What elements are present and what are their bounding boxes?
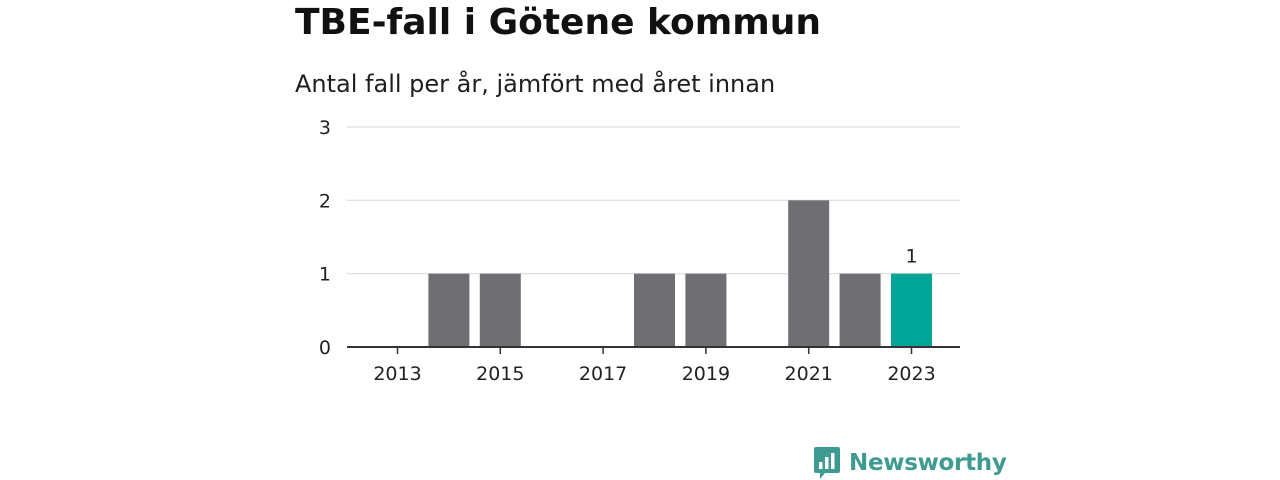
- bar-2018: [634, 273, 675, 347]
- bar-2015: [479, 273, 521, 347]
- x-tick-label: 2017: [579, 363, 627, 385]
- x-tick-label: 2019: [682, 363, 730, 385]
- chart-title: TBE-fall i Götene kommun: [295, 2, 822, 43]
- y-tick-label: 3: [319, 117, 331, 139]
- bar-chart-bubble-icon: [814, 447, 840, 479]
- bar-chart: 0 1 2 3 1 2013 2015 2017 2019 2021 2023: [319, 117, 960, 385]
- bar-2022: [839, 273, 881, 347]
- newsworthy-logo: Newsworthy: [813, 446, 1007, 480]
- bar-2019: [685, 273, 727, 347]
- y-tick-label: 1: [319, 264, 331, 286]
- x-tick-label: 2013: [373, 363, 421, 385]
- data-label: 1: [905, 246, 917, 268]
- y-tick-label: 2: [319, 190, 331, 212]
- x-tick-label: 2023: [887, 363, 935, 385]
- y-tick-label: 0: [319, 337, 331, 359]
- brand-name: Newsworthy: [849, 450, 1007, 476]
- chart-subtitle: Antal fall per år, jämfört med året inna…: [295, 70, 776, 98]
- bar-2021: [788, 200, 830, 347]
- bar-2023: [891, 273, 932, 347]
- bar-2014: [428, 273, 470, 347]
- x-tick-label: 2015: [476, 363, 524, 385]
- x-tick-label: 2021: [785, 363, 833, 385]
